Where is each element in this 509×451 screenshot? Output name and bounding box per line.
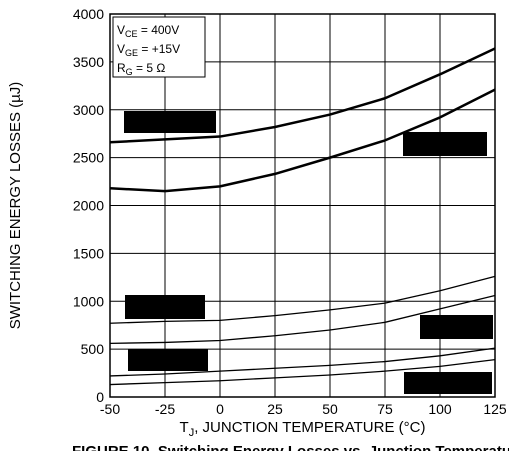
redacted-labels [124,111,493,394]
redaction [124,111,216,133]
y-tick-label: 3000 [73,102,104,118]
x-axis-subscript: J [189,427,195,439]
line-series [109,275,496,324]
x-tick-label: 125 [483,401,507,417]
condition-subscript: G [126,67,133,77]
x-tick-label: 50 [322,401,338,417]
condition: RG = 5 Ω [117,61,165,77]
condition-value: = +15V [138,42,180,56]
line-series [109,347,496,377]
x-tick-label: -25 [155,401,175,417]
condition-subscript: GE [125,48,138,58]
line-series [109,294,496,345]
x-axis-text: , JUNCTION TEMPERATURE (°C) [194,419,425,436]
x-tick-label: 75 [377,401,393,417]
x-tick-label: -50 [100,401,120,417]
y-tick-label: 0 [96,389,104,405]
redaction [125,295,205,319]
line-series [109,47,496,144]
condition-symbol: R [117,61,126,75]
y-tick-label: 500 [81,341,105,357]
line-series [109,88,496,193]
y-tick-label: 3500 [73,54,104,70]
x-tick-label: 100 [428,401,452,417]
x-axis-symbol: T [180,419,189,436]
y-tick-label: 2500 [73,150,104,166]
condition-value: = 400V [138,23,180,37]
condition: VCE = 400V [117,23,179,39]
plot-border [109,13,496,398]
caption: FIGURE 10. Switching Energy Losses vs. J… [72,443,509,451]
condition-symbol: V [117,42,125,56]
y-tick-label: 1000 [73,293,104,309]
x-tick-label: 0 [216,401,224,417]
x-tick-label: 25 [267,401,283,417]
y-axis-label: SWITCHING ENERGY LOSSES (µJ) [7,82,24,330]
condition: VGE = +15V [117,42,180,58]
conditions-box [112,16,206,78]
y-tick-label: 1500 [73,245,104,261]
redaction [128,349,208,371]
redaction [404,372,492,394]
line-series [109,359,496,386]
redaction [403,132,487,156]
condition-subscript: CE [125,29,138,39]
condition-symbol: V [117,23,125,37]
y-tick-label: 2000 [73,198,104,214]
condition-value: = 5 Ω [133,61,166,75]
redaction [420,315,493,339]
x-axis-label: TJ, JUNCTION TEMPERATURE (°C) [180,419,426,439]
y-tick-label: 4000 [73,6,104,22]
